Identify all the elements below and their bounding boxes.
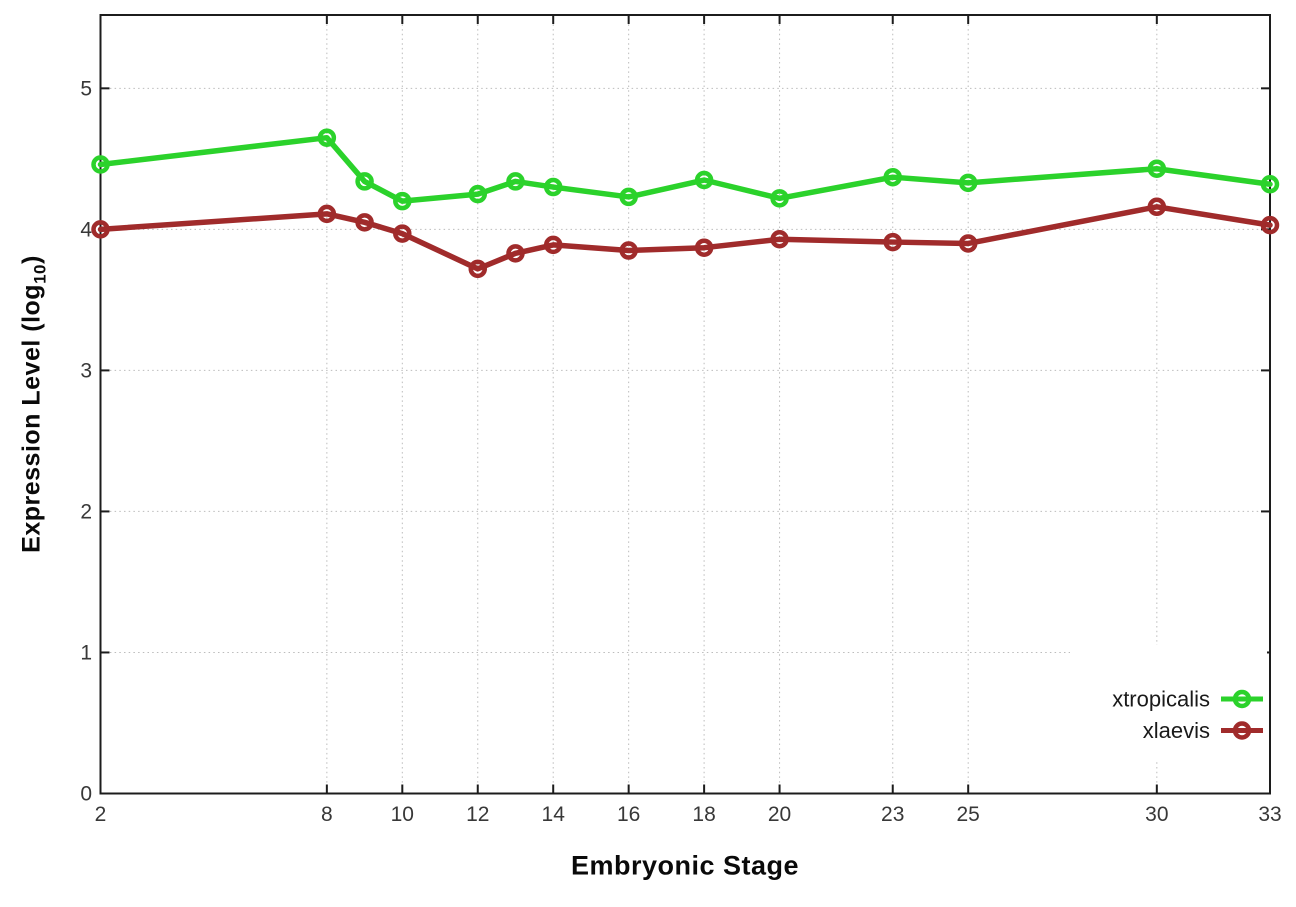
data-point-xtropicalis-stage-18 xyxy=(694,170,714,190)
x-tick-label: 25 xyxy=(957,803,980,826)
y-tick-label: 0 xyxy=(80,783,92,806)
data-point-xlaevis-stage-20 xyxy=(770,229,789,249)
data-point-xlaevis-stage-16 xyxy=(619,241,638,260)
series-line-xlaevis xyxy=(97,204,1273,272)
y-tick-label: 3 xyxy=(80,359,92,382)
data-point-xlaevis-stage-23 xyxy=(883,232,902,252)
data-point-xtropicalis-stage-9 xyxy=(355,172,374,191)
y-axis-title: Expression Level (log10) xyxy=(18,255,51,553)
data-point-xtropicalis-stage-13 xyxy=(506,172,525,191)
data-point-xtropicalis-stage-33 xyxy=(1260,174,1280,194)
x-tick-label: 2 xyxy=(95,803,107,826)
data-point-xlaevis-stage-30 xyxy=(1147,197,1167,217)
data-point-xlaevis-stage-13 xyxy=(506,244,525,263)
data-point-xtropicalis-stage-30 xyxy=(1147,159,1167,178)
data-point-xlaevis-stage-18 xyxy=(694,238,714,257)
data-point-xlaevis-stage-8 xyxy=(317,204,337,224)
data-point-xlaevis-stage-10 xyxy=(393,224,412,243)
data-point-xlaevis-stage-33 xyxy=(1260,215,1280,235)
data-point-xtropicalis-stage-16 xyxy=(619,187,638,207)
x-tick-label: 23 xyxy=(881,803,904,826)
x-tick-label: 18 xyxy=(692,803,715,826)
legend-marker-xtropicalis xyxy=(1232,689,1252,709)
y-axis-title-subscript: 10 xyxy=(30,263,50,284)
x-tick-label: 8 xyxy=(321,803,333,826)
x-axis-title: Embryonic Stage xyxy=(570,850,800,881)
plot-border xyxy=(99,14,1271,795)
x-tick-label: 14 xyxy=(542,803,566,826)
y-tick-label: 4 xyxy=(80,218,92,241)
legend-label-xlaevis: xlaevis xyxy=(1143,718,1210,743)
y-axis-title-text: Expression Level (log xyxy=(17,283,46,553)
data-point-xtropicalis-stage-14 xyxy=(543,177,563,197)
data-point-xtropicalis-stage-12 xyxy=(468,184,488,204)
data-point-xtropicalis-stage-10 xyxy=(393,191,412,211)
data-point-xtropicalis-stage-25 xyxy=(958,173,978,193)
x-tick-label: 10 xyxy=(391,803,414,826)
series-line-xtropicalis xyxy=(97,134,1273,204)
x-tick-label: 12 xyxy=(466,803,489,826)
data-point-xtropicalis-stage-23 xyxy=(883,167,902,187)
y-axis-title-close: ) xyxy=(17,255,46,264)
data-point-xtropicalis-stage-20 xyxy=(770,189,789,208)
x-tick-label: 16 xyxy=(617,803,640,826)
x-tick-label: 20 xyxy=(768,803,791,826)
y-tick-label: 2 xyxy=(80,500,92,523)
data-point-xtropicalis-stage-2 xyxy=(91,155,110,174)
x-tick-label: 33 xyxy=(1258,803,1281,826)
data-point-xlaevis-stage-9 xyxy=(355,213,374,232)
y-tick-label: 5 xyxy=(80,77,92,100)
legend-label-xtropicalis: xtropicalis xyxy=(1112,687,1210,712)
y-tick-label: 1 xyxy=(80,641,92,664)
data-point-xtropicalis-stage-8 xyxy=(317,128,337,147)
x-tick-label: 30 xyxy=(1145,803,1168,826)
data-point-xlaevis-stage-14 xyxy=(543,235,563,255)
data-point-xlaevis-stage-25 xyxy=(958,234,978,253)
data-point-xlaevis-stage-12 xyxy=(468,259,488,279)
legend-marker-xlaevis xyxy=(1232,721,1252,740)
data-point-xlaevis-stage-2 xyxy=(91,220,110,239)
